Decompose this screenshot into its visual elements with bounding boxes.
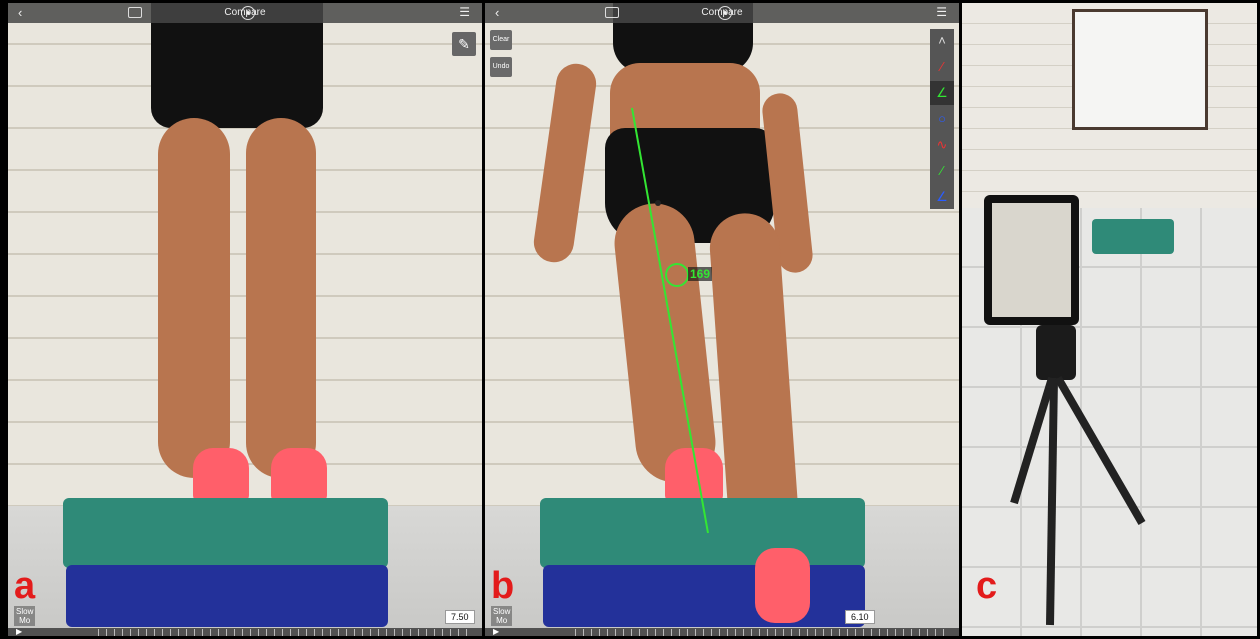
top-bar-title: Compare bbox=[701, 7, 743, 18]
room-floor bbox=[962, 208, 1257, 636]
whiteboard bbox=[1072, 9, 1208, 130]
step-platform-base bbox=[66, 565, 388, 627]
comment-icon[interactable] bbox=[605, 7, 619, 18]
right-leg bbox=[246, 118, 316, 478]
drawing-toolbar: ˄ ∕ ∠ ○ ∿ ∕ ∠ bbox=[930, 29, 954, 209]
step-platform-top bbox=[63, 498, 388, 568]
panel-letter: a bbox=[14, 565, 36, 607]
comment-icon[interactable] bbox=[128, 7, 142, 18]
chevron-left-icon[interactable]: ‹ bbox=[18, 5, 23, 20]
undo-button[interactable]: Undo bbox=[490, 57, 512, 77]
tripod-leg-right bbox=[1054, 375, 1146, 526]
angle-measurement bbox=[631, 107, 709, 534]
freehand-tool-icon[interactable]: ∿ bbox=[936, 137, 948, 152]
angle-value: 169 bbox=[688, 267, 713, 281]
circle-tool-icon[interactable]: ○ bbox=[938, 111, 946, 126]
slow-mo-button[interactable]: Slow Mo bbox=[14, 606, 36, 626]
scrub-ticks bbox=[575, 629, 949, 636]
tripod bbox=[1010, 375, 1146, 626]
left-leg bbox=[158, 118, 230, 478]
shorts bbox=[151, 3, 323, 128]
joint-marker bbox=[655, 200, 661, 206]
angle-line bbox=[631, 107, 709, 534]
pencil-icon[interactable]: ✎ bbox=[452, 32, 476, 56]
angle-tool-blue-icon[interactable]: ∠ bbox=[936, 189, 948, 204]
menu-icon[interactable]: ☰ bbox=[936, 5, 947, 19]
top-bar-title: Compare bbox=[224, 7, 266, 18]
tripod-head bbox=[1036, 325, 1076, 380]
time-readout: 7.50 bbox=[445, 610, 475, 624]
collapse-icon[interactable]: ˄ bbox=[938, 33, 946, 48]
time-readout: 6.10 bbox=[845, 610, 875, 624]
scrub-ticks bbox=[98, 629, 472, 636]
angle-tool-icon[interactable]: ∠ bbox=[930, 81, 954, 105]
left-shoe bbox=[193, 448, 249, 503]
line-tool-green-icon[interactable]: ∕ bbox=[940, 163, 944, 178]
tablet-screen bbox=[992, 203, 1071, 317]
panel-letter: b bbox=[491, 565, 515, 607]
step-platform-base bbox=[543, 565, 865, 627]
chevron-left-icon[interactable]: ‹ bbox=[495, 5, 500, 20]
top-bar: ‹ ● Compare ☰ bbox=[485, 3, 959, 23]
tripod-leg-left bbox=[1010, 376, 1056, 505]
play-icon[interactable]: ▶ bbox=[493, 627, 500, 636]
angle-vertex-marker bbox=[665, 263, 689, 287]
right-shoe bbox=[271, 448, 327, 503]
step-platform-top bbox=[540, 498, 865, 568]
panel-b: 169 ‹ ● Compare ☰ Clear Undo ˄ ∕ ∠ ○ ∿ ∕… bbox=[485, 3, 959, 636]
panel-letter: c bbox=[976, 565, 998, 607]
play-icon[interactable]: ▶ bbox=[16, 627, 23, 636]
right-shoe bbox=[755, 548, 810, 623]
menu-icon[interactable]: ☰ bbox=[459, 5, 470, 19]
bottom-bar: Slow Mo 7.50 ▶ bbox=[8, 602, 482, 636]
line-tool-icon[interactable]: ∕ bbox=[940, 59, 944, 74]
microphone-icon[interactable]: ● bbox=[241, 6, 255, 20]
bottom-bar: Slow Mo 6.10 ▶ bbox=[485, 602, 959, 636]
microphone-icon[interactable]: ● bbox=[718, 6, 732, 20]
panel-c: c bbox=[962, 3, 1257, 636]
tripod-leg-center bbox=[1046, 377, 1058, 626]
slow-mo-button[interactable]: Slow Mo bbox=[491, 606, 513, 626]
top-bar: ‹ ● Compare ☰ bbox=[8, 3, 482, 23]
clear-button[interactable]: Clear bbox=[490, 30, 512, 50]
panel-a: ‹ ● Compare ☰ ✎ Slow Mo 7.50 ▶ a bbox=[8, 3, 482, 636]
step-platform-far bbox=[1092, 219, 1174, 254]
